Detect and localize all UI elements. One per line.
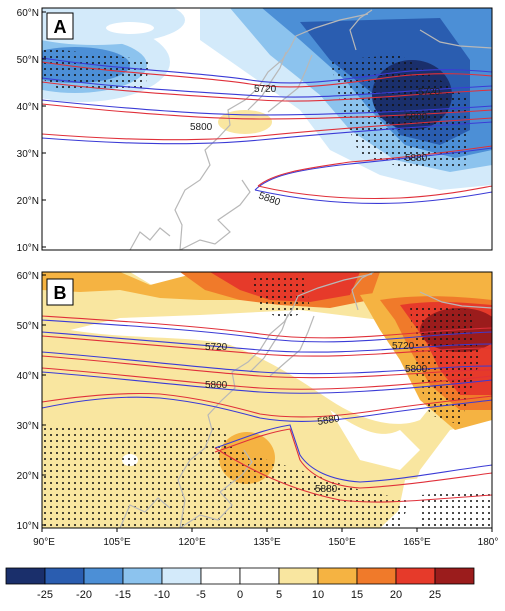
colorbar-label: 0 [237, 589, 243, 601]
colorbar-cell [278, 567, 319, 585]
contour-5720-red [41, 61, 493, 88]
colorbar-label: -10 [154, 589, 170, 601]
panel-b-coastline [119, 272, 492, 528]
panel-b-label: B [54, 283, 67, 303]
lon-tick-label: 90°E [33, 537, 55, 548]
lat-tick-label: 10°N [17, 243, 39, 254]
colorbar-cells [5, 567, 475, 585]
colorbar-cell [356, 567, 397, 585]
colorbar-cell [83, 567, 124, 585]
colorbar-label: 20 [390, 589, 402, 601]
panel-b: 5720 5800 5720 5800 5880 5880 B 60°N 50°… [17, 271, 499, 548]
lat-tick-label: 40°N [17, 102, 39, 113]
colorbar-label: 10 [312, 589, 324, 601]
lat-tick-label: 20°N [17, 471, 39, 482]
lat-tick-label: 30°N [17, 421, 39, 432]
colorbar-label: -25 [37, 589, 53, 601]
colorbar-cell [239, 567, 280, 585]
colorbar: -25 -20 -15 -10 -5 0 5 10 15 20 25 [5, 567, 475, 601]
panel-b-contours [41, 315, 493, 503]
contour-label: 5720 [254, 84, 277, 95]
colorbar-cell [317, 567, 358, 585]
contour-label: 5720 [205, 342, 228, 353]
contour-label: 5800 [190, 122, 213, 133]
contour-label: 5720 [392, 341, 415, 352]
lat-tick-label: 60°N [17, 271, 39, 282]
panel-b-label-box [46, 278, 74, 306]
lat-tick-label: 50°N [17, 55, 39, 66]
colorbar-label: -5 [196, 589, 206, 601]
colorbar-label: 25 [429, 589, 441, 601]
panel-a: 5720 5800 5720 5800 5880 5880 A 60°N 50°… [17, 7, 493, 254]
panel-b-stippling [44, 275, 492, 528]
panel-a-coastline [129, 9, 492, 250]
panel-a-label-box [46, 12, 74, 40]
colorbar-cell [395, 567, 436, 585]
lat-tick-label: 60°N [17, 8, 39, 19]
colorbar-label: 15 [351, 589, 363, 601]
contour-label: 5720 [418, 87, 441, 98]
panel-b-contour-labels: 5720 5800 5720 5800 5880 5880 [205, 341, 428, 495]
lon-tick-label: 165°E [403, 537, 431, 548]
colorbar-cell [122, 567, 163, 585]
lon-tick-label: 180° [478, 537, 499, 548]
contour-label: 5880 [405, 153, 428, 164]
contour-label: 5800 [205, 380, 228, 391]
panel-a-contours [41, 57, 493, 204]
colorbar-cell [161, 567, 202, 585]
lon-tick-label: 105°E [103, 537, 131, 548]
lat-tick-label: 30°N [17, 149, 39, 160]
colorbar-cell [44, 567, 85, 585]
lat-tick-label: 50°N [17, 321, 39, 332]
colorbar-cell [200, 567, 241, 585]
lat-tick-label: 20°N [17, 196, 39, 207]
lat-tick-label: 10°N [17, 521, 39, 532]
panel-a-lat-axis: 60°N 50°N 40°N 30°N 20°N 10°N [17, 8, 46, 254]
colorbar-cell [5, 567, 46, 585]
panel-b-lat-axis: 60°N 50°N 40°N 30°N 20°N 10°N [17, 271, 46, 532]
colorbar-label: -15 [115, 589, 131, 601]
colorbar-cell [434, 567, 475, 585]
lon-tick-label: 120°E [178, 537, 206, 548]
colorbar-labels: -25 -20 -15 -10 -5 0 5 10 15 20 25 [37, 589, 441, 601]
lon-axis: 90°E 105°E 120°E 135°E 150°E 165°E 180° [33, 528, 498, 548]
contour-5720-blue [41, 57, 493, 84]
contour-label: 5800 [405, 364, 428, 375]
colorbar-label: -20 [76, 589, 92, 601]
contour-label: 5880 [317, 413, 341, 428]
lon-tick-label: 135°E [253, 537, 281, 548]
panel-a-label: A [54, 17, 67, 37]
colorbar-label: 5 [276, 589, 282, 601]
contour-label: 5880 [315, 484, 338, 495]
lat-tick-label: 40°N [17, 371, 39, 382]
panel-a-frame [41, 7, 493, 251]
lon-tick-label: 150°E [328, 537, 356, 548]
contour-label: 5800 [405, 112, 428, 123]
